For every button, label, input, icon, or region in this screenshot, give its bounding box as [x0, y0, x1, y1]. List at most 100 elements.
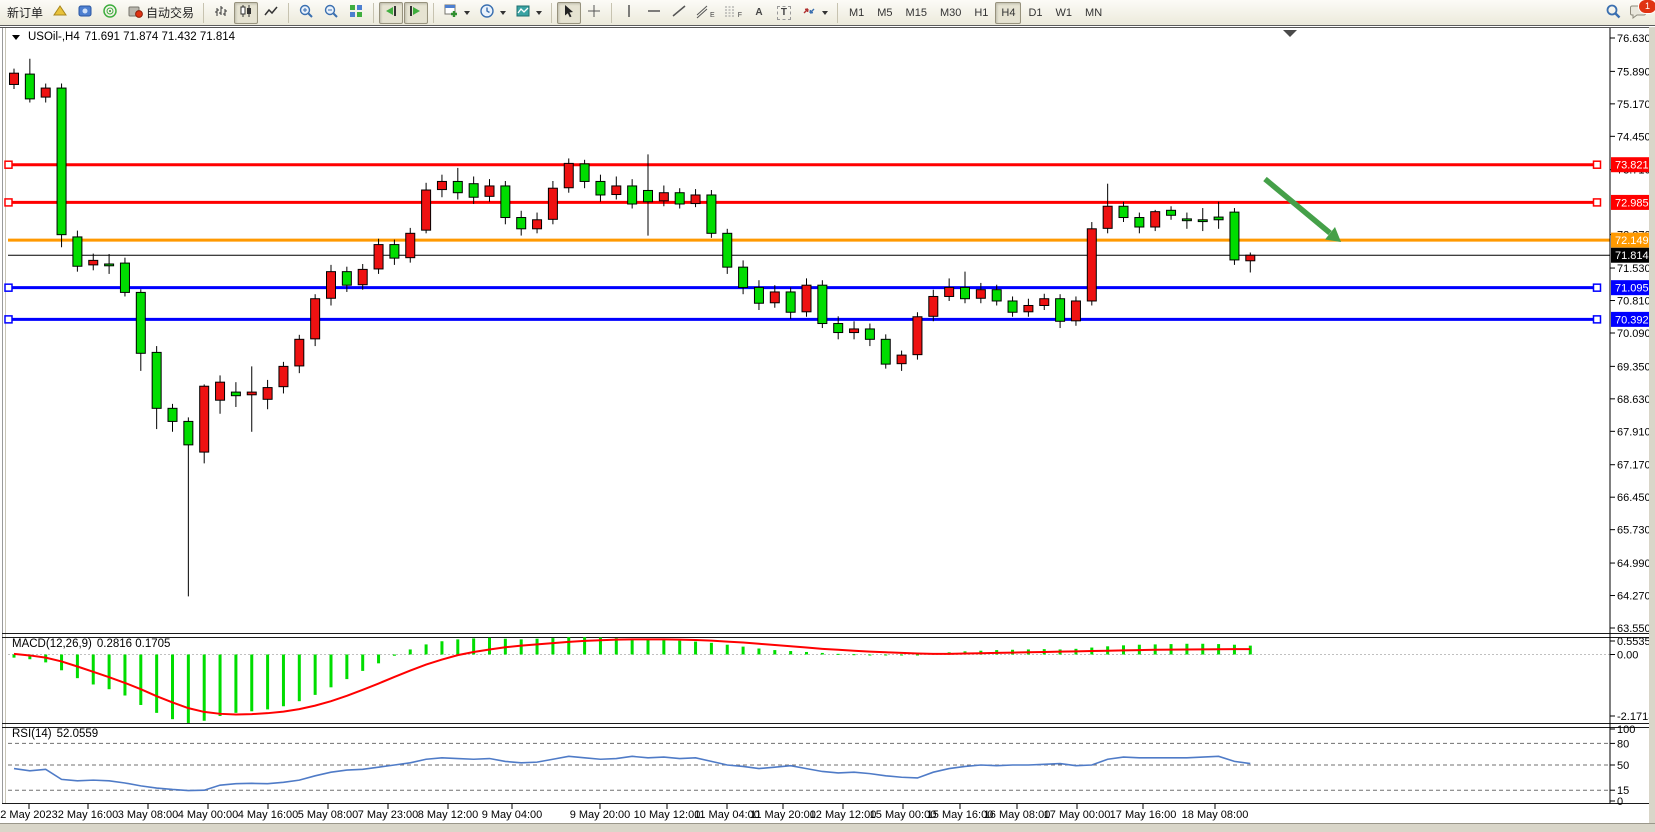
- timeframe-M15[interactable]: M15: [900, 2, 933, 24]
- macd-histogram-bar: [155, 654, 159, 713]
- level-price-badge: [1611, 311, 1654, 327]
- new-order-button[interactable]: 新订单: [3, 2, 47, 24]
- auto-scroll-button[interactable]: [379, 1, 404, 24]
- chart-canvas[interactable]: 76.63075.89075.17074.45073.71072.27071.5…: [0, 27, 1655, 831]
- macd-histogram-bar: [12, 654, 16, 658]
- line-handle[interactable]: [4, 198, 13, 207]
- chart-background: [0, 27, 1655, 831]
- level-price-badge: [1611, 232, 1654, 248]
- macd-scale-label: 0.00: [1617, 650, 1638, 662]
- time-axis-label[interactable]: 18 May 08:00: [1182, 809, 1249, 821]
- timeframe-M1[interactable]: M1: [843, 2, 870, 24]
- time-axis-label[interactable]: 11 May 04:00: [694, 809, 760, 821]
- candle-body: [310, 298, 321, 340]
- autotrade-button[interactable]: 自动交易: [123, 2, 198, 24]
- trend-arrow[interactable]: [1263, 176, 1332, 236]
- trendline-button[interactable]: [667, 2, 691, 24]
- candlestick-chart-button[interactable]: [234, 1, 259, 24]
- time-axis-label[interactable]: 17 May 16:00: [1110, 809, 1177, 821]
- macd-histogram-bar: [820, 652, 824, 655]
- horizontal-line-button[interactable]: [642, 2, 666, 24]
- bar-chart-button[interactable]: [209, 2, 233, 24]
- time-axis-label[interactable]: 2 May 2023: [0, 809, 57, 821]
- timeframe-M30[interactable]: M30: [934, 2, 967, 24]
- candle-body: [1197, 219, 1208, 223]
- macd-histogram-bar: [805, 651, 808, 655]
- arrows-button[interactable]: [797, 2, 832, 24]
- time-axis-label[interactable]: 2 May 16:00: [58, 809, 119, 821]
- line-handle[interactable]: [1592, 160, 1602, 169]
- time-axis-label[interactable]: 4 May 16:00: [238, 809, 299, 821]
- fibo-letter: F: [737, 12, 742, 19]
- text-button[interactable]: A: [747, 2, 771, 24]
- zoom-out-button[interactable]: [319, 2, 343, 24]
- macd-histogram-bar: [694, 641, 698, 655]
- timeframe-D1[interactable]: D1: [1022, 2, 1048, 24]
- candle-body: [579, 163, 590, 182]
- line-handle[interactable]: [4, 315, 13, 324]
- candle-body: [896, 354, 907, 365]
- chart-shift-marker-icon[interactable]: [1283, 30, 1297, 37]
- candle-body: [326, 271, 336, 299]
- line-handle[interactable]: [1592, 283, 1602, 292]
- equidistant-channel-button[interactable]: E: [692, 2, 719, 24]
- timeframe-H1[interactable]: H1: [968, 2, 994, 24]
- line-handle[interactable]: [4, 160, 13, 169]
- line-chart-button[interactable]: [259, 2, 283, 24]
- periods-button[interactable]: [475, 2, 510, 24]
- templates-button[interactable]: [511, 2, 546, 24]
- crosshair-button[interactable]: [582, 2, 606, 24]
- time-axis-label[interactable]: 7 May 23:00: [358, 809, 419, 821]
- time-axis-label[interactable]: 16 May 08:00: [984, 809, 1051, 821]
- new-chart-button[interactable]: [439, 2, 474, 24]
- timeframe-H4[interactable]: H4: [995, 1, 1022, 24]
- current-price-badge: [1611, 247, 1654, 263]
- timeframe-MN[interactable]: MN: [1079, 2, 1108, 24]
- line-handle[interactable]: [4, 283, 13, 292]
- time-axis-label[interactable]: 5 May 08:00: [298, 809, 359, 821]
- horizontal-line-icon: [646, 3, 662, 22]
- timeframe-M5[interactable]: M5: [871, 2, 898, 24]
- macd-histogram-bar: [424, 644, 428, 655]
- timeframe-W1[interactable]: W1: [1050, 2, 1079, 24]
- trend-arrow-head-icon[interactable]: [1325, 227, 1341, 242]
- line-handle[interactable]: [1592, 315, 1602, 324]
- macd-histogram-bar: [598, 637, 602, 655]
- time-axis-label[interactable]: 15 May 16:00: [927, 809, 994, 821]
- time-axis-label[interactable]: 9 May 20:00: [570, 809, 631, 821]
- candle-body: [1134, 217, 1145, 228]
- vertical-line-button[interactable]: [617, 2, 641, 24]
- search-button[interactable]: [1601, 2, 1626, 24]
- time-axis-label[interactable]: 3 May 08:00: [118, 809, 179, 821]
- candle-body: [246, 391, 257, 396]
- candle-body: [1023, 304, 1034, 313]
- price-tick-label: 65.730: [1617, 525, 1651, 537]
- level-price-badge-label: 72.985: [1615, 197, 1649, 209]
- macd-histogram-bar: [202, 654, 206, 721]
- time-axis-label[interactable]: 17 May 00:00: [1044, 809, 1111, 821]
- profile-icon: [52, 3, 68, 22]
- terminal-button[interactable]: [73, 2, 97, 24]
- notifications-button[interactable]: 1: [1626, 0, 1655, 24]
- time-axis-label[interactable]: 4 May 00:00: [178, 809, 239, 821]
- time-axis-label[interactable]: 11 May 20:00: [750, 809, 816, 821]
- macd-histogram-bar: [408, 649, 412, 655]
- candle-body: [88, 259, 99, 266]
- text-label-button[interactable]: T: [772, 2, 796, 24]
- time-axis-label[interactable]: 12 May 12:00: [810, 809, 877, 821]
- chart-shift-button[interactable]: [404, 1, 429, 24]
- current-price-badge-label: 71.814: [1615, 250, 1649, 262]
- time-axis-label[interactable]: 15 May 00:00: [870, 809, 937, 821]
- cursor-button[interactable]: [557, 1, 582, 24]
- fibonacci-button[interactable]: F: [720, 2, 746, 24]
- time-axis-label[interactable]: 9 May 04:00: [482, 809, 543, 821]
- chart-menu-icon[interactable]: [12, 34, 20, 40]
- line-handle[interactable]: [1592, 198, 1602, 207]
- time-axis-label[interactable]: 8 May 12:00: [418, 809, 479, 821]
- time-axis-label[interactable]: 10 May 12:00: [634, 809, 701, 821]
- tile-windows-button[interactable]: [344, 2, 368, 24]
- profile-button[interactable]: [48, 2, 72, 24]
- news-radar-button[interactable]: [98, 2, 122, 24]
- zoom-in-button[interactable]: [294, 2, 318, 24]
- trendline-icon: [671, 3, 687, 22]
